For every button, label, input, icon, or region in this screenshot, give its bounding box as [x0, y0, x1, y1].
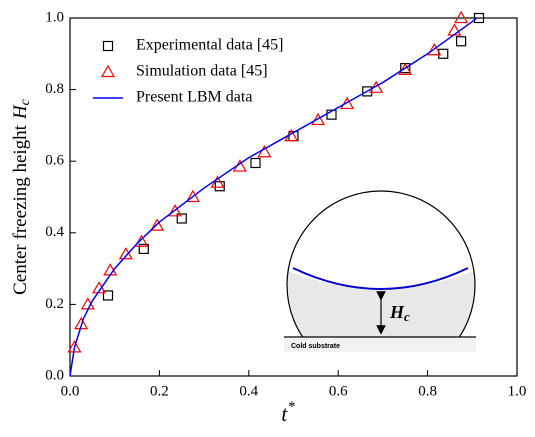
data-point — [74, 316, 89, 330]
x-label-sup: * — [287, 399, 295, 415]
x-tick-label: 1.0 — [508, 383, 527, 399]
substrate-fill — [284, 338, 476, 352]
data-point — [473, 12, 485, 24]
data-point — [168, 204, 183, 217]
y-tick-label: 0.8 — [45, 81, 64, 97]
legend-label: Present LBM data — [136, 89, 252, 106]
y-label-sub: c — [18, 98, 33, 105]
y-axis-label: Center freezing height Hc — [10, 98, 33, 295]
x-label-main: t — [281, 401, 288, 426]
data-point — [210, 175, 225, 188]
data-point — [134, 234, 149, 247]
data-point — [326, 109, 337, 120]
data-point — [150, 218, 165, 231]
y-tick-label: 0.0 — [45, 367, 64, 383]
y-label-symbol: H — [10, 104, 31, 120]
y-tick-label: 0.6 — [45, 153, 64, 169]
legend-label: Experimental data [45] — [136, 37, 284, 54]
y-tick-label: 0.2 — [45, 296, 64, 312]
inset-symbol: H — [389, 302, 405, 322]
lbm-line — [69, 17, 478, 377]
data-point — [454, 10, 469, 24]
inset-sub: c — [404, 309, 410, 324]
data-point — [311, 112, 326, 126]
data-point — [257, 145, 272, 158]
substrate-label: Cold substrate — [291, 343, 340, 350]
inset: Hc Cold substrate — [284, 190, 476, 352]
data-point — [176, 213, 187, 224]
droplet — [286, 190, 476, 337]
data-point — [250, 157, 261, 169]
data-point — [118, 247, 133, 260]
legend-marker — [100, 64, 116, 78]
x-tick-label: 0.8 — [418, 383, 437, 399]
y-label-main: Center freezing height — [10, 124, 31, 295]
x-tick-label: 0.2 — [150, 383, 169, 399]
y-tick-label: 0.4 — [45, 224, 64, 240]
data-point — [102, 290, 114, 301]
data-point — [340, 96, 355, 110]
x-tick-label: 0.4 — [239, 383, 258, 399]
x-axis-label: t* — [281, 399, 295, 426]
inset-label: Hc — [389, 302, 410, 324]
y-tick-label: 1.0 — [45, 9, 64, 25]
legend-marker — [102, 40, 114, 52]
data-point — [456, 36, 467, 47]
data-point — [427, 43, 442, 56]
data-point — [138, 243, 149, 255]
data-point — [447, 23, 462, 36]
data-point — [185, 189, 200, 203]
data-point — [438, 48, 449, 59]
legend-label: Simulation data [45] — [136, 63, 268, 80]
x-tick-label: 0.0 — [61, 383, 80, 399]
freeze-front — [292, 267, 469, 290]
x-tick-label: 0.6 — [329, 383, 348, 399]
data-point — [362, 86, 373, 97]
plot-frame — [69, 17, 518, 377]
